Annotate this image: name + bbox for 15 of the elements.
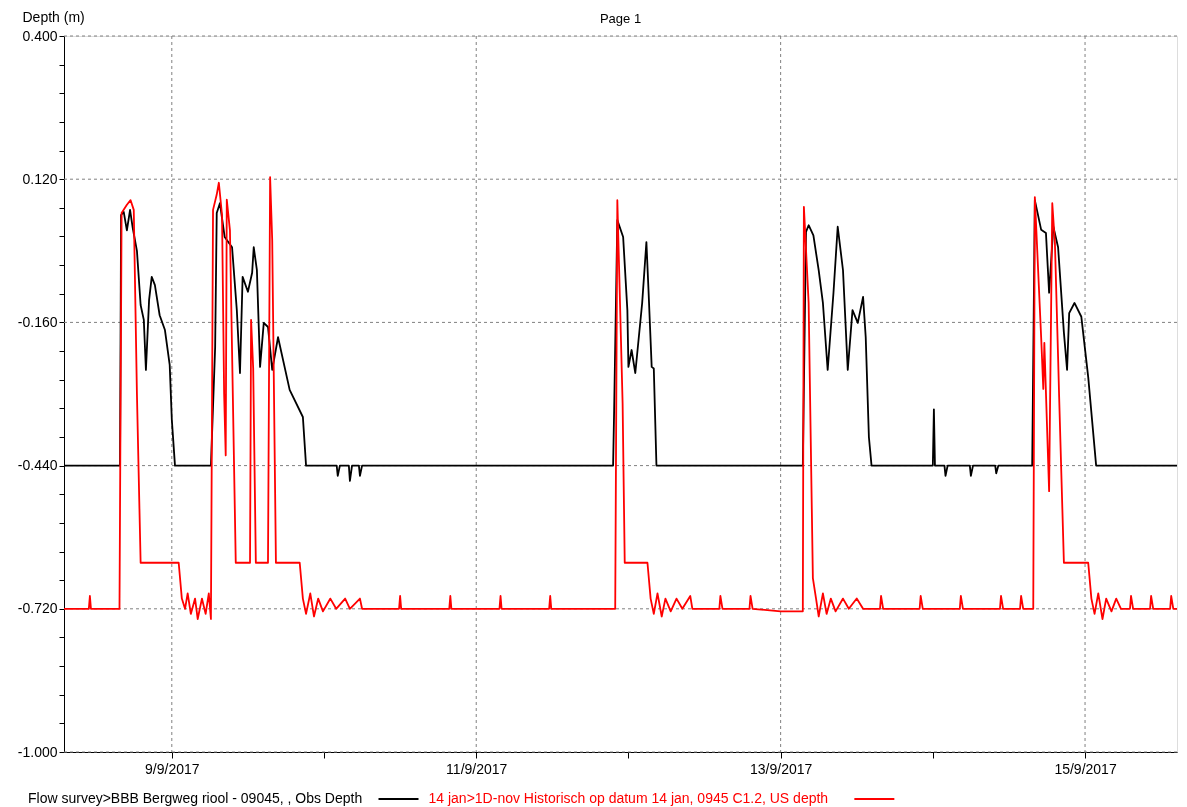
y-tick-label: -1.000 <box>17 743 58 760</box>
y-tick-label: -0.440 <box>17 457 58 474</box>
y-axis-title: Depth (m) <box>22 8 85 25</box>
x-tick-label: 13/9/2017 <box>749 760 813 777</box>
x-tick-label: 9/9/2017 <box>145 760 200 777</box>
y-tick-label: -0.720 <box>17 600 58 617</box>
x-tick-label: 11/9/2017 <box>446 760 508 777</box>
y-tick-label: 0.400 <box>22 27 58 44</box>
x-tick-label: 15/9/2017 <box>1054 760 1117 777</box>
line-series <box>63 176 1178 620</box>
chart-title: Page 1 <box>599 11 642 26</box>
legend-label: 14 jan>1D-nov Historisch op datum 14 jan, 0945 C1.2, US depth <box>428 790 829 806</box>
legend-label: Flow survey>BBB Bergweg riool - 09045, , Obs Depth <box>28 790 363 806</box>
y-tick-label: 0.120 <box>22 170 58 187</box>
y-tick-label: -0.160 <box>17 313 58 330</box>
